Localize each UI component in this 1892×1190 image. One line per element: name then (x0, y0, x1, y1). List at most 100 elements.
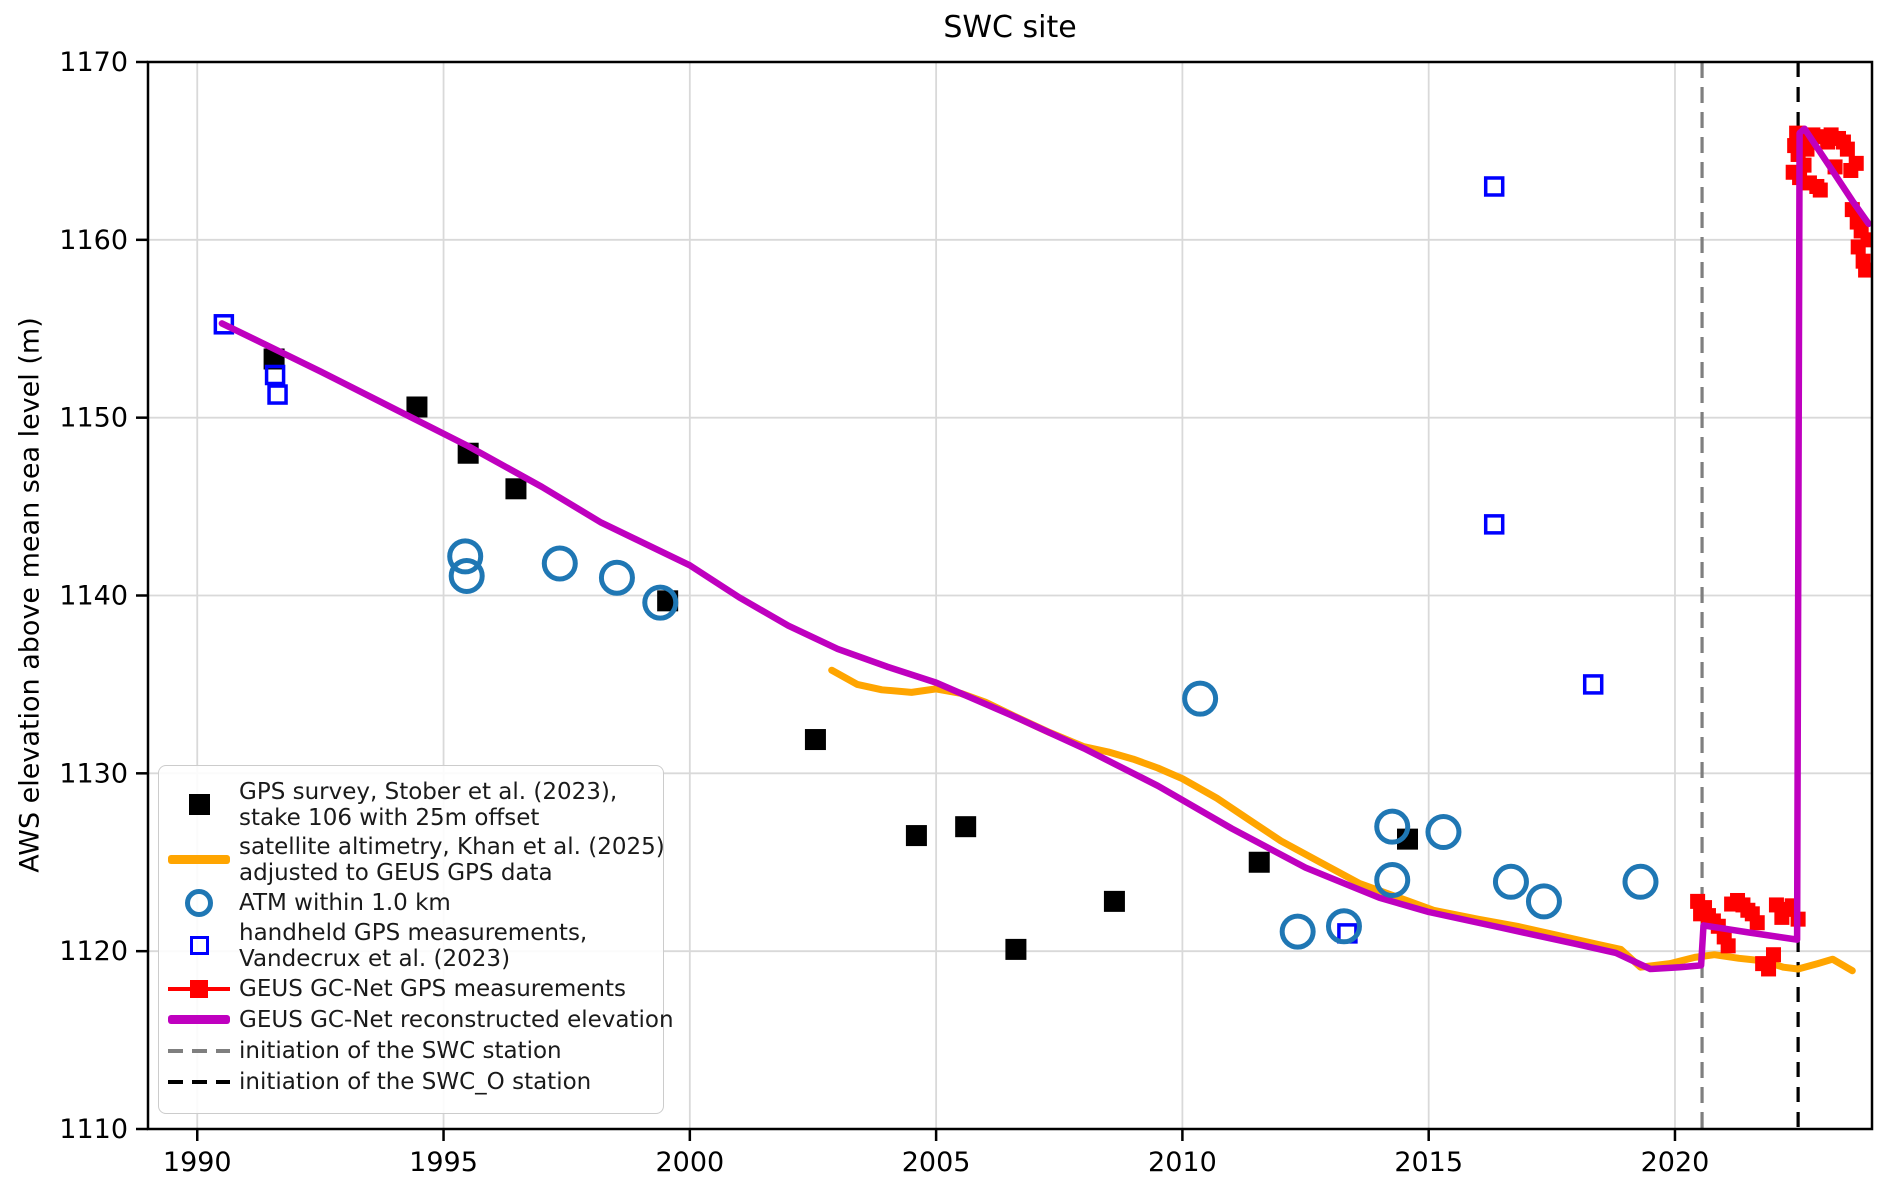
tick-marks (136, 60, 1677, 1141)
black-square-marker-icon (159, 794, 239, 815)
line-square-glyph (168, 979, 230, 999)
x-tick-label: 2020 (1641, 1147, 1710, 1178)
legend-item-gcnet-gps: GEUS GC-Net GPS measurements (159, 973, 663, 1004)
data-point-square (1858, 262, 1872, 278)
y-tick-label: 1140 (59, 581, 128, 612)
x-tick-label: 2005 (902, 1147, 971, 1178)
legend-label: GPS survey, Stober et al. (2023), stake … (239, 779, 617, 831)
red-line-square-marker-icon (159, 979, 239, 999)
legend-label-line: initiation of the SWC station (239, 1037, 562, 1064)
y-tick-label: 1120 (59, 936, 128, 967)
legend-item-satellite-altimetry: satellite altimetry, Khan et al. (2025) … (159, 832, 665, 887)
data-point-open-circle (642, 584, 679, 621)
data-point-open-square (1582, 674, 1604, 695)
data-point-open-circle (1492, 863, 1529, 900)
data-point-open-square (267, 384, 288, 405)
square-filled-glyph (188, 794, 210, 815)
data-point-open-circle (447, 538, 484, 575)
data-point-open-circle (1182, 680, 1219, 717)
data-layer (213, 62, 1872, 1129)
data-point-square (1397, 828, 1419, 850)
black-dashed-marker-icon (159, 1079, 239, 1084)
orange-line-marker-icon (159, 855, 239, 864)
legend-label: GEUS GC-Net GPS measurements (239, 976, 626, 1002)
data-point-open-square (213, 314, 235, 335)
data-point-square (505, 478, 527, 500)
data-point-open-circle (1374, 808, 1411, 845)
y-tick-label: 1160 (59, 225, 128, 256)
dashed-line-glyph (168, 1048, 230, 1053)
open-circle-marker-icon (159, 888, 239, 917)
legend-item-reconstructed-elevation: GEUS GC-Net reconstructed elevation (159, 1004, 674, 1035)
series-scatter (447, 538, 1659, 950)
y-tick-label: 1130 (59, 758, 128, 789)
open-square-marker-icon (159, 936, 239, 955)
gray-dashed-marker-icon (159, 1048, 239, 1053)
legend-label-line: Vandecrux et al. (2023) (239, 945, 511, 972)
legend-label-line: initiation of the SWC_O station (239, 1068, 592, 1095)
data-point-square (1005, 938, 1027, 960)
data-point-square (804, 729, 826, 751)
legend-label-line: GEUS GC-Net GPS measurements (239, 975, 627, 1002)
data-point-square (1103, 890, 1125, 912)
data-point-open-circle (1279, 913, 1316, 950)
square-open-glyph (189, 936, 209, 955)
legend-label: initiation of the SWC station (239, 1038, 562, 1064)
legend-label-line: GEUS GC-Net reconstructed elevation (239, 1006, 674, 1033)
series-line (218, 125, 1872, 973)
tick-labels: 1990 1995 2000 2005 2010 2015 2020 1110 1120 1130… (59, 47, 1709, 1178)
legend-item-gps-survey: GPS survey, Stober et al. (2023), stake … (159, 777, 663, 832)
chart-title: SWC site (943, 10, 1077, 45)
legend-label-line: stake 106 with 25m offset (239, 804, 540, 831)
data-point-square (1761, 961, 1777, 977)
legend-item-swc-initiation: initiation of the SWC station (159, 1035, 663, 1066)
legend-label: GEUS GC-Net reconstructed elevation (239, 1007, 674, 1033)
data-point-square (1749, 915, 1765, 931)
legend-square (190, 979, 208, 998)
data-point-square (406, 396, 428, 418)
data-point-open-circle (541, 545, 578, 582)
data-point-square (1765, 947, 1781, 963)
data-point-open-square (1483, 176, 1505, 197)
data-point-square (1248, 851, 1270, 873)
data-point-open-circle (448, 557, 485, 594)
legend: GPS survey, Stober et al. (2023), stake … (158, 765, 674, 1114)
legend-label: handheld GPS measurements, Vandecrux et … (239, 920, 587, 972)
legend-label: initiation of the SWC_O station (239, 1069, 591, 1095)
data-point-square (905, 825, 927, 847)
legend-label: satellite altimetry, Khan et al. (2025) … (239, 834, 665, 886)
data-point-open-circle (1622, 863, 1659, 900)
legend-label-line: GPS survey, Stober et al. (2023), (239, 778, 618, 805)
y-tick-label: 1170 (59, 47, 128, 78)
legend-label: ATM within 1.0 km (239, 890, 451, 916)
legend-label-line: adjusted to GEUS GPS data (239, 859, 553, 886)
circle-open-glyph (185, 888, 213, 917)
data-point-open-square (1483, 514, 1505, 535)
data-point-open-circle (1325, 908, 1362, 945)
x-tick-label: 2000 (655, 1147, 724, 1178)
x-tick-label: 1995 (409, 1147, 478, 1178)
legend-item-handheld-gps: handheld GPS measurements, Vandecrux et … (159, 918, 663, 973)
legend-label-line: handheld GPS measurements, (239, 919, 588, 946)
legend-label-line: ATM within 1.0 km (239, 889, 451, 916)
legend-item-atm: ATM within 1.0 km (159, 887, 663, 918)
x-tick-label: 2010 (1148, 1147, 1217, 1178)
data-point-open-square (264, 364, 286, 386)
x-tick-label: 1990 (163, 1147, 232, 1178)
data-point-open-circle (1425, 814, 1462, 851)
x-tick-label: 2015 (1394, 1147, 1463, 1178)
y-tick-label: 1150 (59, 403, 128, 434)
data-point-open-circle (1374, 862, 1411, 899)
thick-line-glyph (168, 1015, 230, 1024)
legend-item-swco-initiation: initiation of the SWC_O station (159, 1066, 663, 1097)
data-point-square (1860, 232, 1872, 248)
data-point-square (1799, 141, 1815, 157)
thick-line-glyph (168, 855, 230, 864)
data-point-open-circle (1525, 883, 1562, 920)
magenta-line-marker-icon (159, 1015, 239, 1024)
dashed-line-glyph (168, 1079, 230, 1084)
data-point-square (1720, 938, 1736, 954)
data-point-square (1839, 141, 1855, 157)
y-tick-label: 1110 (59, 1114, 128, 1145)
